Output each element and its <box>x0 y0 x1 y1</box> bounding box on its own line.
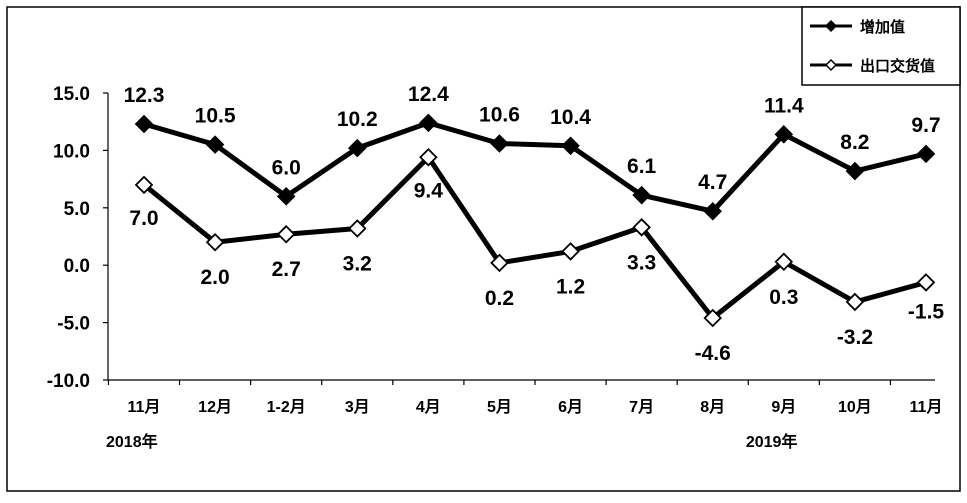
data-label: -4.6 <box>695 342 731 365</box>
hollow-diamond-marker <box>276 224 296 244</box>
data-label: -3.2 <box>837 326 873 349</box>
data-label: 8.2 <box>840 131 869 154</box>
data-label: 10.2 <box>337 108 378 131</box>
y-tick-label: 15.0 <box>53 84 90 105</box>
data-label: 0.2 <box>485 287 514 310</box>
x-tick-label: 1-2月 <box>267 398 306 416</box>
year-label: 2018年 <box>106 432 158 451</box>
filled-diamond-marker <box>490 134 509 153</box>
data-label: 7.0 <box>129 207 158 230</box>
data-label: 12.4 <box>408 83 449 106</box>
hollow-diamond-marker <box>703 308 722 328</box>
filled-diamond-marker <box>774 125 794 144</box>
data-label: 1.2 <box>556 275 585 298</box>
data-label: -1.5 <box>908 300 945 323</box>
x-tick-label: 10月 <box>838 398 872 416</box>
y-tick-label: 5.0 <box>64 199 90 220</box>
data-label: 9.4 <box>414 179 444 202</box>
hollow-diamond-marker <box>632 218 651 237</box>
y-tick-label: -5.0 <box>57 314 90 335</box>
filled-diamond-marker <box>348 138 367 158</box>
legend-box <box>801 6 961 86</box>
filled-diamond-marker <box>916 144 936 164</box>
data-label: 2.7 <box>272 258 301 281</box>
data-label: 9.7 <box>911 114 940 137</box>
data-label: 0.3 <box>769 286 798 309</box>
y-tick-label: 10.0 <box>53 141 90 162</box>
x-tick-label: 8月 <box>700 398 725 416</box>
hollow-diamond-marker <box>348 219 367 238</box>
data-label: 10.5 <box>195 105 236 128</box>
x-tick-label: 12月 <box>198 398 232 416</box>
legend-marker <box>824 19 838 33</box>
chart-frame <box>6 6 961 492</box>
series-line-export-delivery <box>142 154 927 321</box>
filled-diamond-marker <box>845 161 865 181</box>
hollow-diamond-marker <box>845 292 865 312</box>
data-label: 12.3 <box>124 84 165 107</box>
hollow-diamond-marker <box>561 242 580 261</box>
legend-marker <box>824 58 838 72</box>
legend-label: 增加值 <box>860 18 905 36</box>
series-line-value-added <box>143 120 927 214</box>
data-label: 2.0 <box>200 266 229 289</box>
x-tick-label: 3月 <box>345 398 370 416</box>
x-tick-label: 11月 <box>910 398 943 416</box>
hollow-diamond-marker <box>205 232 225 252</box>
filled-diamond-marker <box>632 185 651 205</box>
data-label: 10.4 <box>550 106 591 129</box>
data-label: 3.2 <box>343 252 372 275</box>
x-tick-label: 7月 <box>629 398 654 416</box>
data-label: 6.1 <box>627 155 657 178</box>
data-label: 11.4 <box>764 94 804 117</box>
filled-diamond-marker <box>561 136 580 156</box>
x-tick-label: 5月 <box>487 398 512 416</box>
x-tick-label: 6月 <box>558 398 583 416</box>
data-label: 3.3 <box>627 251 656 274</box>
year-label: 2019年 <box>746 432 798 451</box>
filled-diamond-marker <box>419 113 438 133</box>
data-label: 10.6 <box>479 104 520 127</box>
filled-diamond-marker <box>205 135 225 154</box>
hollow-diamond-marker <box>916 273 936 292</box>
filled-diamond-marker <box>703 201 722 221</box>
data-label: 6.0 <box>272 156 301 179</box>
filled-diamond-marker <box>276 187 296 206</box>
data-label: 4.7 <box>698 171 727 194</box>
x-tick-label: 9月 <box>771 398 796 416</box>
x-tick-label: 4月 <box>416 398 441 416</box>
y-tick-label: 0.0 <box>64 256 90 277</box>
hollow-diamond-marker <box>490 253 509 273</box>
hollow-diamond-marker <box>134 175 154 195</box>
y-tick-label: -10.0 <box>47 371 90 392</box>
filled-diamond-marker <box>134 114 154 134</box>
hollow-diamond-marker <box>774 252 794 272</box>
hollow-diamond-marker <box>419 148 438 167</box>
x-tick-label: 11月 <box>128 398 161 416</box>
legend-label: 出口交货值 <box>860 57 935 75</box>
